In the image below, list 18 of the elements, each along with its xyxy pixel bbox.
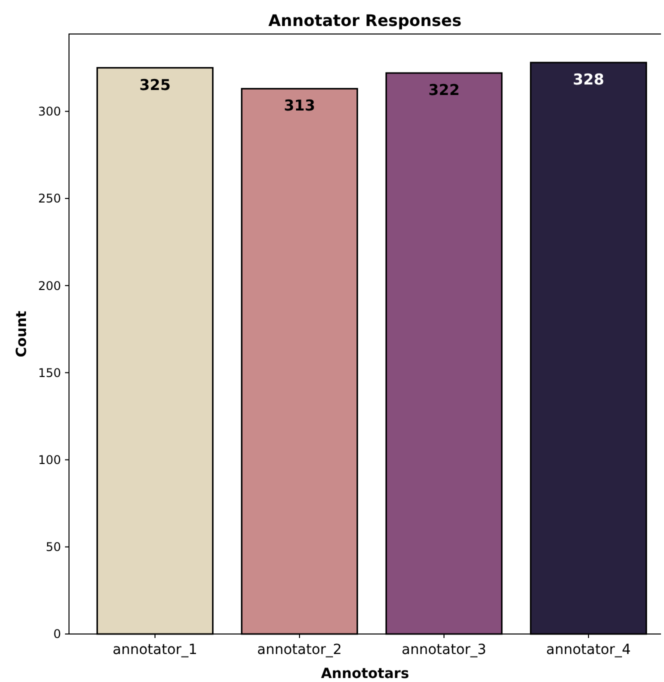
y-tick-label: 50 xyxy=(46,540,61,554)
x-tick-label: annotator_1 xyxy=(112,642,198,658)
y-tick-label: 250 xyxy=(38,192,61,206)
y-tick-label: 200 xyxy=(38,278,61,293)
data-label: 325 xyxy=(139,76,171,94)
y-axis-title: Count xyxy=(14,310,30,358)
chart-title: Annotator Responses xyxy=(268,11,462,30)
y-tick-label: 100 xyxy=(38,452,61,467)
data-label: 322 xyxy=(428,81,460,100)
data-label: 328 xyxy=(572,70,604,89)
x-tick-label: annotator_2 xyxy=(257,642,342,658)
y-tick-label: 300 xyxy=(38,104,61,119)
data-label: 313 xyxy=(284,96,316,115)
y-tick-label: 150 xyxy=(38,366,61,380)
x-tick-label: annotator_4 xyxy=(546,642,631,658)
y-tick-label: 0 xyxy=(53,627,61,642)
x-axis-title: Annototars xyxy=(320,666,410,682)
x-tick-label: annotator_3 xyxy=(402,642,486,658)
